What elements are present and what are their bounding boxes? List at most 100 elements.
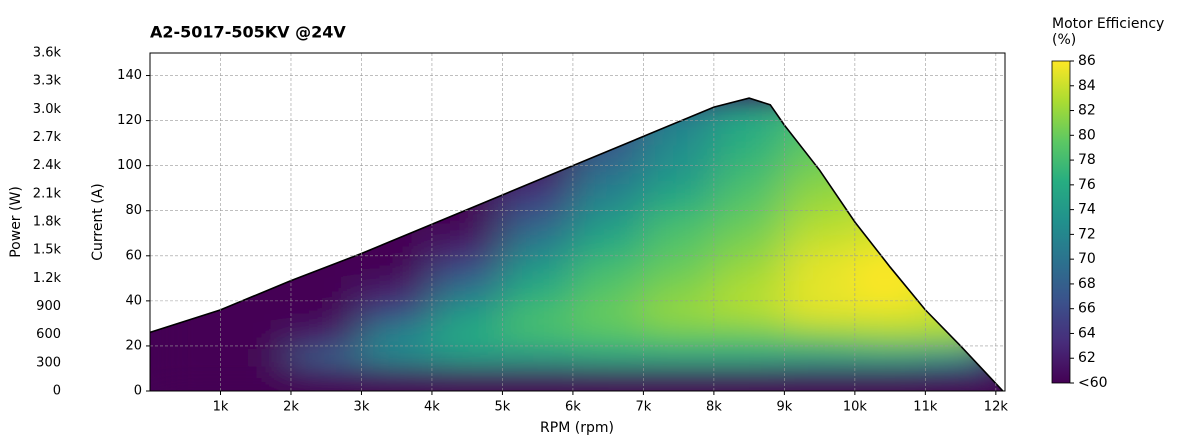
colorbar-tick-label: 80: [1078, 127, 1096, 143]
x-tick-label: 12k: [984, 400, 1009, 415]
heatmap-cell: [431, 345, 503, 369]
heatmap-area: [150, 98, 1003, 392]
heatmap-cell: [643, 300, 715, 324]
heatmap-cell: [713, 210, 785, 234]
heatmap-cell: [150, 345, 221, 369]
colorbar-tick-label: 66: [1078, 301, 1096, 317]
x-tick-label: 5k: [495, 400, 511, 415]
colorbar-tick-label: 72: [1078, 226, 1096, 242]
heatmap-cell: [925, 165, 997, 189]
heatmap-cell: [643, 345, 715, 369]
heatmap-cell: [290, 188, 362, 212]
heatmap-cell: [713, 120, 785, 144]
heatmap-cell: [150, 323, 221, 347]
heatmap-cell: [431, 210, 503, 234]
heatmap-cell: [572, 278, 644, 302]
heatmap-cell: [150, 233, 221, 257]
heatmap-cell: [572, 323, 644, 347]
heatmap-cell: [502, 255, 574, 279]
heatmap-cell: [713, 233, 785, 257]
heatmap-cell: [220, 120, 292, 144]
y2-tick-label: 3.6k: [33, 46, 62, 61]
heatmap-cell: [150, 368, 221, 392]
heatmap-cell: [290, 98, 362, 122]
y-tick-label: 20: [125, 338, 142, 353]
heatmap-cell: [784, 210, 856, 234]
heatmap-cell: [784, 300, 856, 324]
heatmap-cell: [643, 188, 715, 212]
x-tick-label: 6k: [565, 400, 581, 415]
heatmap-cell: [150, 143, 221, 167]
heatmap-cell: [502, 98, 574, 122]
heatmap-cell: [713, 255, 785, 279]
heatmap-cell: [361, 255, 433, 279]
colorbar-tick-label: <60: [1078, 375, 1108, 391]
x-tick-label: 4k: [424, 400, 440, 415]
heatmap-cell: [784, 165, 856, 189]
heatmap-cell: [220, 368, 292, 392]
heatmap-cell: [290, 120, 362, 144]
heatmap-cell: [572, 165, 644, 189]
heatmap-cell: [431, 120, 503, 144]
heatmap-cell: [854, 300, 926, 324]
heatmap-cell: [925, 345, 997, 369]
heatmap-cell: [502, 210, 574, 234]
heatmap-cell: [854, 210, 926, 234]
heatmap-cell: [713, 278, 785, 302]
heatmap-cell: [854, 143, 926, 167]
heatmap-cell: [290, 165, 362, 189]
heatmap-cell: [150, 188, 221, 212]
heatmap-cell: [290, 278, 362, 302]
heatmap-cell: [784, 323, 856, 347]
heatmap-cell: [290, 300, 362, 324]
heatmap-cell: [431, 323, 503, 347]
heatmap-cell: [502, 345, 574, 369]
heatmap-cell: [361, 323, 433, 347]
x-tick-label: 8k: [706, 400, 722, 415]
heatmap-cell: [150, 98, 221, 122]
heatmap-cell: [572, 188, 644, 212]
heatmap-cell: [713, 143, 785, 167]
heatmap-cell: [572, 98, 644, 122]
heatmap-cell: [784, 278, 856, 302]
y2-tick-label: 300: [36, 355, 61, 370]
heatmap-cell: [502, 278, 574, 302]
heatmap-cell: [643, 143, 715, 167]
heatmap-cell: [784, 368, 856, 392]
heatmap-cell: [220, 143, 292, 167]
heatmap-cell: [925, 120, 997, 144]
heatmap-cell: [925, 143, 997, 167]
heatmap-cell: [572, 210, 644, 234]
heatmap-cell: [713, 345, 785, 369]
heatmap-cell: [150, 165, 221, 189]
x-tick-label: 9k: [776, 400, 792, 415]
heatmap-cell: [431, 143, 503, 167]
heatmap-cell: [502, 300, 574, 324]
heatmap-cell: [854, 98, 926, 122]
y2-tick-label: 900: [36, 299, 61, 314]
y-tick-label: 100: [117, 158, 142, 173]
y2-tick-label: 2.7k: [33, 130, 62, 145]
y-tick-label: 40: [125, 293, 142, 308]
plot-frame: [149, 52, 1006, 392]
heatmap-cell: [361, 233, 433, 257]
heatmap-cell: [431, 98, 503, 122]
y2-tick-label: 3.0k: [33, 102, 62, 117]
heatmap-cell: [854, 120, 926, 144]
heatmap-cell: [220, 300, 292, 324]
y2-axis-label: Power (W): [8, 186, 24, 258]
heatmap-cell: [925, 233, 997, 257]
colorbar-tick-label: 70: [1078, 251, 1096, 267]
heatmap-cell: [784, 98, 856, 122]
y-axis-label: Current (A): [90, 183, 106, 261]
heatmap-cell: [361, 278, 433, 302]
y-tick-label: 80: [125, 203, 142, 218]
heatmap-cell: [784, 233, 856, 257]
heatmap-cell: [290, 345, 362, 369]
heatmap-cell: [220, 345, 292, 369]
heatmap-cell: [925, 188, 997, 212]
heatmap-cell: [643, 368, 715, 392]
heatmap-cell: [361, 143, 433, 167]
y2-tick-label: 2.1k: [33, 186, 62, 201]
heatmap-cell: [572, 233, 644, 257]
